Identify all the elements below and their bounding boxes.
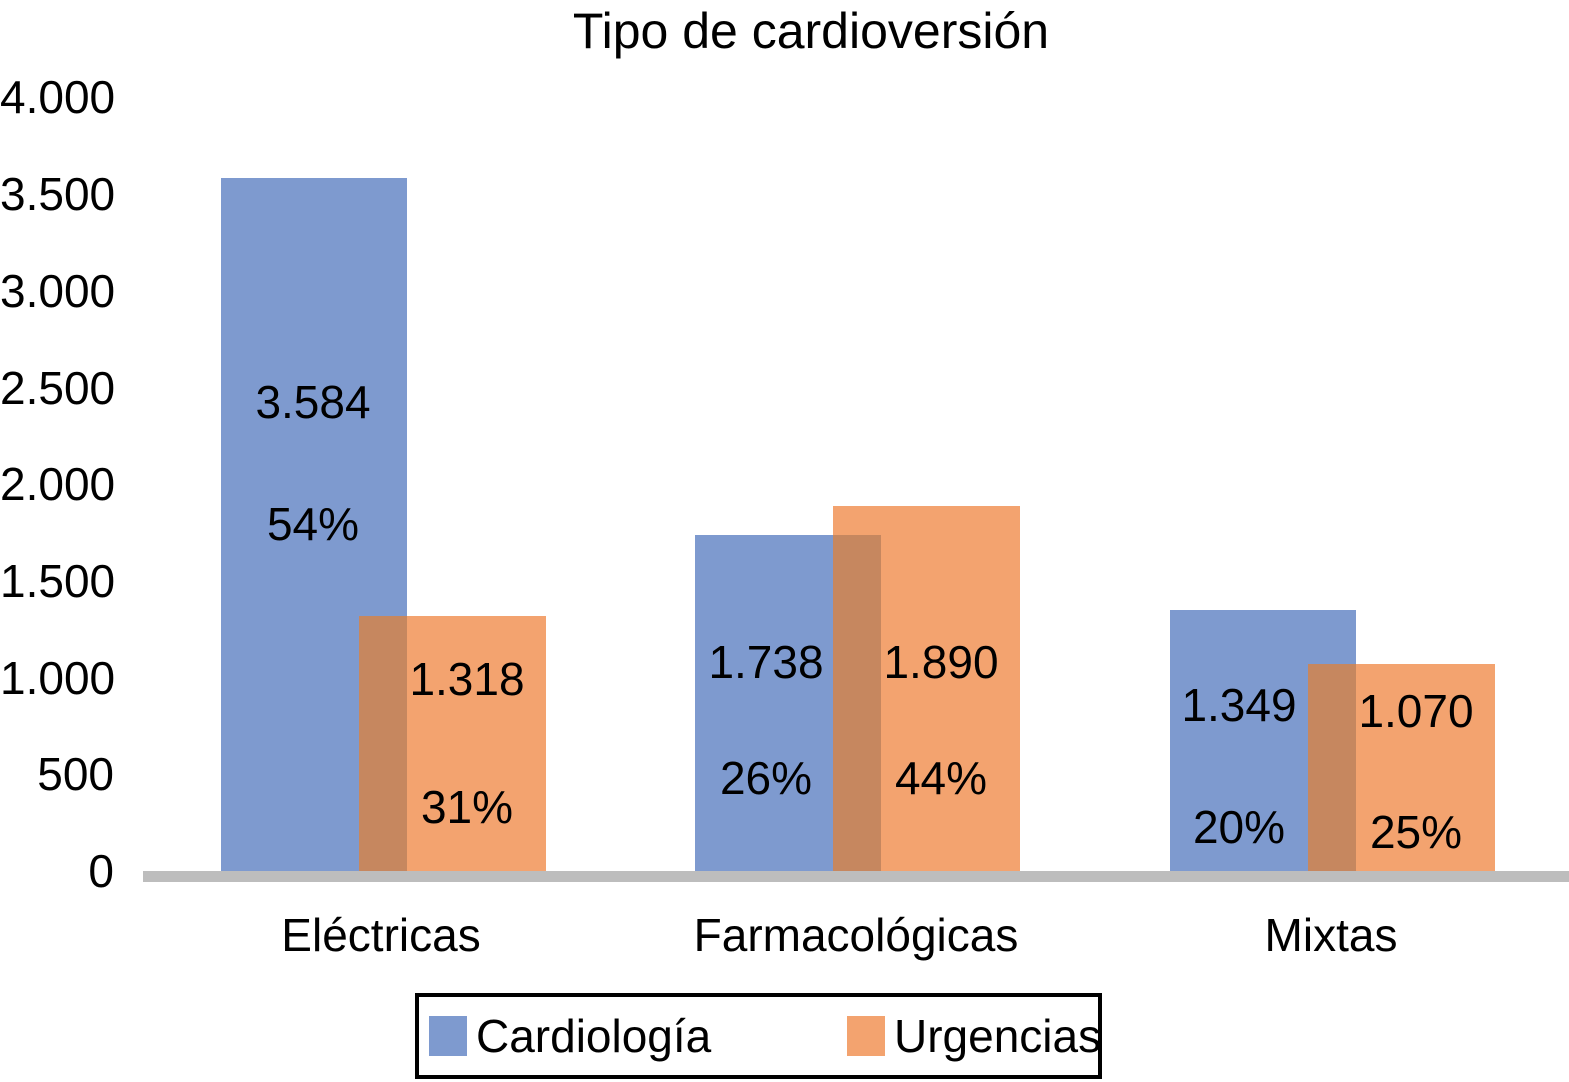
chart-title: Tipo de cardioversión: [572, 3, 1050, 59]
legend-swatch-icon: [847, 1016, 885, 1056]
y-axis-tick-label: 3.500: [0, 168, 116, 221]
category-label-mixtas: Mixtas: [1264, 909, 1398, 961]
y-axis-tick-label: 3.000: [0, 264, 116, 317]
category-label-electricas: Eléctricas: [281, 909, 481, 961]
legend-item-cardiologia: Cardiología: [429, 997, 711, 1075]
y-axis-tick-label: 500: [37, 748, 114, 801]
bar-overlap-2: [1308, 664, 1356, 871]
data-label-value-urgencias: 1.070: [1358, 685, 1474, 737]
legend-label: Cardiología: [476, 1010, 712, 1062]
legend-label: Urgencias: [894, 1010, 1102, 1062]
data-label-percent-cardiologia: 26%: [719, 752, 813, 804]
data-label-value-urgencias: 1.318: [409, 653, 525, 705]
data-label-value-cardiologia: 1.349: [1181, 679, 1297, 731]
y-axis-tick-label: 1.000: [0, 651, 116, 704]
data-label-percent-urgencias: 31%: [420, 781, 514, 833]
y-axis-tick-label: 2.500: [0, 361, 116, 414]
data-label-percent-cardiologia: 54%: [266, 498, 360, 550]
y-axis-tick-label: 4.000: [0, 71, 116, 124]
data-label-percent-urgencias: 44%: [894, 752, 988, 804]
bar-overlap-0: [359, 616, 407, 871]
data-label-percent-urgencias: 25%: [1369, 806, 1463, 858]
data-label-value-cardiologia: 3.584: [255, 376, 371, 428]
y-axis-tick-label: 2.000: [0, 458, 116, 511]
y-axis-tick-label: 0: [88, 845, 114, 897]
legend-item-urgencias: Urgencias: [847, 997, 1101, 1075]
data-label-percent-cardiologia: 20%: [1192, 801, 1286, 853]
y-axis-tick-label: 1.500: [0, 554, 116, 607]
category-label-farmacologicas: Farmacológicas: [693, 909, 1019, 961]
bar-overlap-1: [833, 535, 881, 871]
x-axis-line: [143, 871, 1569, 882]
data-label-value-cardiologia: 1.738: [708, 636, 824, 688]
legend-swatch-icon: [429, 1016, 467, 1056]
legend-box: Cardiología Urgencias: [415, 993, 1102, 1079]
data-label-value-urgencias: 1.890: [883, 636, 999, 688]
